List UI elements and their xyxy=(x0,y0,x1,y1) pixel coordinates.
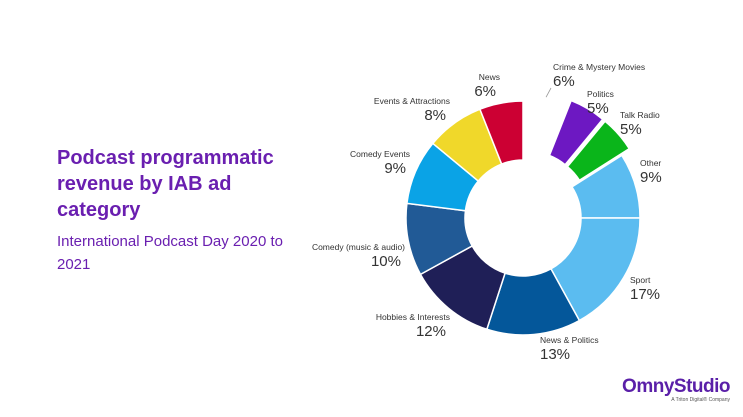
slice-talk-radio xyxy=(566,120,631,182)
chart-title: Podcast programmatic revenue by IAB ad c… xyxy=(57,147,274,221)
slice-percent-label: 6% xyxy=(553,73,575,90)
chart-subtitle: International Podcast Day 2020 to 2021 xyxy=(57,233,283,273)
slice-category-label: Hobbies & Interests xyxy=(376,312,450,322)
slice-percent-label: 5% xyxy=(620,121,642,138)
slice-politics xyxy=(548,99,604,166)
slice-percent-label: 9% xyxy=(640,169,662,186)
slice-category-label: Crime & Mystery Movies xyxy=(553,62,645,72)
slice-category-label: Talk Radio xyxy=(620,110,660,120)
slice-category-label: Politics xyxy=(587,89,614,99)
slice-category-label: Events & Attractions xyxy=(374,96,450,106)
slice-category-label: News xyxy=(479,72,500,82)
slice-crime-mystery-movies xyxy=(522,100,568,166)
slice-percent-label: 12% xyxy=(416,323,446,340)
donut-slices xyxy=(405,99,641,336)
slice-news xyxy=(478,100,524,166)
slice-category-label: Comedy (music & audio) xyxy=(312,242,405,252)
slice-percent-label: 9% xyxy=(384,160,406,177)
slice-percent-label: 8% xyxy=(424,107,446,124)
slice-category-label: News & Politics xyxy=(540,335,599,345)
brand-logo: OmnyStudio A Triton Digital® Company xyxy=(622,376,730,404)
slice-category-label: Comedy Events xyxy=(350,149,410,159)
slice-percent-label: 13% xyxy=(540,346,570,363)
brand-name: OmnyStudio xyxy=(622,376,730,397)
slice-category-label: Sport xyxy=(630,275,651,285)
slice-percent-label: 6% xyxy=(474,83,496,100)
brand-tagline: A Triton Digital® Company xyxy=(671,397,730,403)
leader-line xyxy=(545,87,552,98)
leader-lines xyxy=(545,87,552,98)
slice-percent-label: 17% xyxy=(630,286,660,303)
slice-percent-label: 10% xyxy=(371,253,401,270)
slice-category-label: Other xyxy=(640,158,661,168)
slice-percent-label: 5% xyxy=(587,100,609,117)
